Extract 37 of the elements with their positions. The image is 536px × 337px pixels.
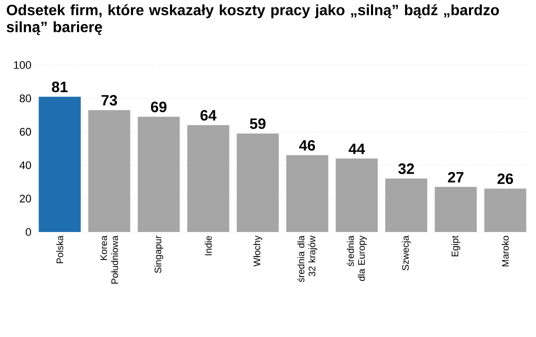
bar	[88, 110, 130, 232]
x-tick-label: średnia dla 32 krajów	[297, 236, 318, 282]
data-label: 32	[398, 163, 414, 174]
bar	[286, 155, 328, 232]
x-tick-label: Włochy	[253, 236, 262, 266]
bar	[434, 186, 477, 232]
bar	[236, 133, 279, 232]
data-label: 44	[348, 144, 365, 154]
bar	[187, 125, 230, 232]
x-tick-label: średnia dla Europy	[346, 236, 367, 281]
data-label: 46	[299, 140, 316, 151]
y-tick-label: 100	[14, 61, 32, 69]
x-tick-label: Egipt	[451, 236, 460, 256]
bar	[484, 188, 526, 232]
x-tick-label: Polska	[56, 236, 64, 264]
bar	[138, 116, 180, 232]
y-tick-label: 40	[20, 161, 32, 170]
data-label: 81	[52, 82, 68, 92]
data-label: 69	[150, 102, 166, 112]
data-label: 59	[250, 118, 266, 129]
chart-title: Odsetek firm, które wskazały koszty pracy jako „silną” bądź „bardzo silną” barierę	[6, 4, 499, 36]
bar	[336, 158, 378, 232]
y-tick-label: 80	[20, 94, 32, 102]
data-label: 73	[102, 94, 118, 106]
y-tick-label: 0	[26, 228, 32, 236]
x-tick-label: Maroko	[502, 236, 509, 266]
y-tick-label: 60	[20, 128, 32, 136]
bar	[385, 178, 428, 232]
x-tick-label: Szwecja	[402, 236, 411, 270]
data-label: 64	[200, 110, 216, 121]
x-tick-label: Indie	[204, 236, 212, 256]
data-label: 27	[448, 172, 464, 182]
data-label: 26	[497, 173, 514, 184]
x-tick-label: Korea Południowa	[100, 236, 118, 284]
y-tick-label: 20	[20, 194, 32, 202]
x-tick-label: Singapur	[154, 236, 164, 273]
bar	[38, 96, 81, 232]
